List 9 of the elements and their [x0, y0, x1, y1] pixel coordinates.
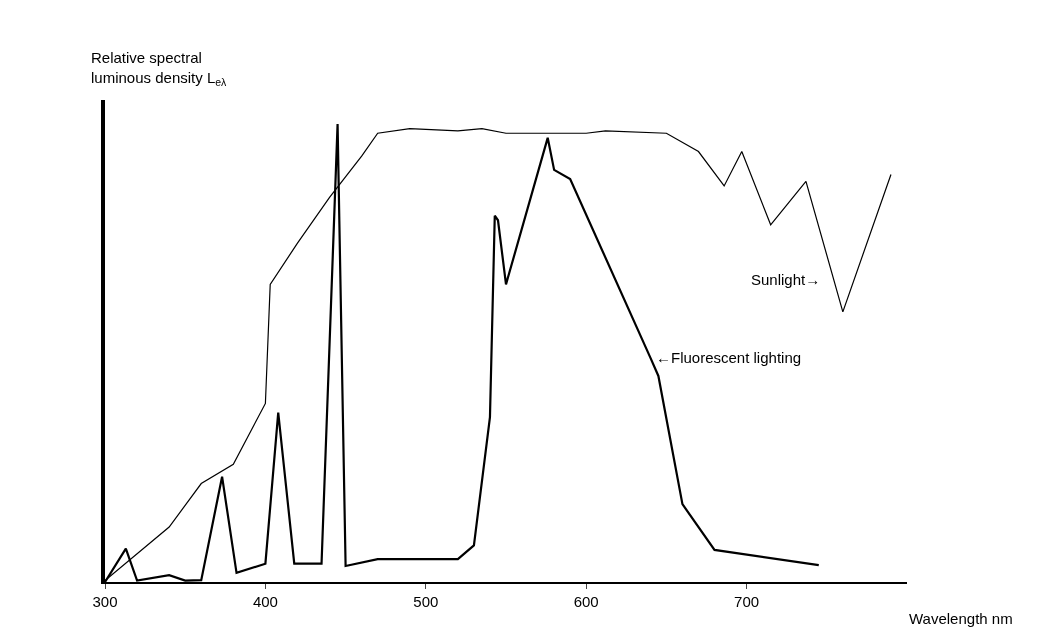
x-tick-label: 500: [413, 592, 439, 610]
y-axis-title: Relative spectral luminous density L$_{eλ}$: [91, 49, 228, 88]
x-tick-label: 300: [92, 592, 118, 610]
series-label: ←Fluorescent lighting: [656, 349, 802, 366]
series-label: Sunlight→: [751, 271, 821, 288]
x-tick-label: 700: [734, 592, 760, 610]
x-axis-title: Wavelength nm: [909, 610, 1013, 627]
x-tick-label: 400: [252, 592, 278, 610]
x-tick-label: 600: [573, 592, 599, 610]
